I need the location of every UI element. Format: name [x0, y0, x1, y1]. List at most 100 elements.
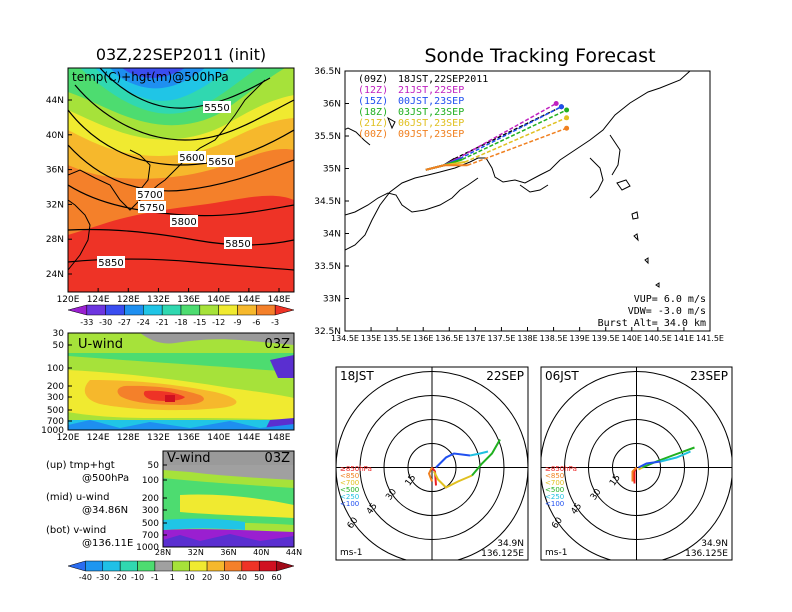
vwind-frame	[162, 450, 295, 548]
lat-tick-label: 32N	[188, 548, 204, 557]
track-map	[345, 71, 710, 331]
level-legend: ≥850hPa	[340, 465, 372, 473]
legend-code: (18Z)	[358, 107, 388, 118]
track-descent	[462, 109, 567, 161]
lon-tick-label: 124E	[87, 295, 110, 305]
track-descent	[464, 117, 567, 163]
hodograph-lat: 34.9N	[701, 539, 728, 549]
lon-tick-label: 139.5E	[592, 334, 620, 343]
map500-frame	[67, 67, 295, 293]
lon-tick-label: 136E	[177, 295, 200, 305]
lat-tick-label: 40N	[253, 548, 269, 557]
lat-tick-label: 40N	[46, 131, 64, 141]
colorbar-label: 10	[185, 573, 195, 582]
colorbar-label: -21	[156, 318, 169, 327]
colorbar-swatch	[189, 560, 208, 572]
pressure-tick-label: 1000	[136, 543, 159, 553]
track-params: VUP= 6.0 m/s VDW= -3.0 m/s Burst Alt= 34…	[598, 294, 706, 329]
colorbar-swatch	[124, 304, 144, 316]
lat-tick-label: 34N	[323, 230, 341, 240]
legend-text: 09JST,23SEP	[398, 129, 464, 140]
level-legend: <100	[340, 500, 359, 508]
param-line: Burst Alt= 34.0 km	[598, 318, 706, 329]
map500-contour-labels: 5550 5600 5650 5700 5750 5800 5850 5850	[98, 103, 250, 269]
colorbar-swatch	[241, 560, 260, 572]
track-legend: (09Z) 18JST,22SEP2011 (12Z) 21JST,22SEP (15Z…	[358, 74, 488, 140]
hodograph-trace	[427, 467, 433, 482]
colorbar-label: -10	[131, 573, 144, 582]
colorbar-swatch	[199, 304, 219, 316]
lat-tick-label: 28N	[46, 235, 64, 245]
legend-code: (15Z)	[358, 96, 388, 107]
lat-tick-label: 28N	[155, 548, 171, 557]
colorbar-swatch	[180, 304, 201, 316]
map500-title: 03Z,22SEP2011 (init)	[96, 45, 266, 64]
hodograph-frame	[335, 366, 529, 561]
lon-tick-label: 141.5E	[696, 334, 724, 343]
colorbar-swatch	[256, 304, 276, 316]
vwind-panel	[163, 451, 294, 547]
colorbar-swatch	[172, 560, 190, 572]
pressure-tick-label: 700	[47, 417, 64, 427]
colorbar-label: -15	[193, 318, 206, 327]
lon-tick-label: 140.5E	[644, 334, 672, 343]
colorbar-swatch	[161, 304, 182, 316]
colorbar-label: -3	[271, 318, 279, 327]
pressure-tick-label: 500	[47, 406, 64, 416]
vwind-label: V-wind	[167, 451, 211, 466]
colorbar-label: 60	[272, 573, 282, 582]
level-legend: <500	[545, 486, 564, 494]
colorbar-swatch	[258, 560, 277, 572]
vwind-time: 03Z	[265, 451, 291, 466]
vwind-pressure-axis: 50 100 200 300 500 700 1000	[136, 461, 167, 553]
lon-tick-label: 135E	[361, 334, 381, 343]
hodograph-trace	[631, 466, 638, 482]
colorbar-swatch	[274, 304, 295, 316]
track-lon-axis: 134.5E 135E 135.5E 136E 136.5E 137E 137.5E 138E…	[331, 327, 724, 343]
lat-tick-label: 24N	[46, 270, 64, 280]
hodograph-trace	[471, 439, 501, 477]
lon-tick-label: 128E	[117, 433, 140, 443]
colorbar-label: -1	[151, 573, 159, 582]
legend-text: 21JST,22SEP	[398, 85, 464, 96]
legend-code: (00Z)	[358, 129, 388, 140]
hodograph-trace	[642, 446, 695, 469]
landing-point	[558, 104, 564, 110]
hodograph-trace	[435, 452, 471, 469]
lon-tick-label: 137.5E	[487, 334, 515, 343]
colorbar-label: -24	[137, 318, 150, 327]
lat-tick-label: 35.5N	[314, 132, 341, 142]
colorbar-swatch	[119, 560, 138, 572]
level-legend: <850	[340, 472, 359, 480]
lon-tick-label: 120E	[57, 295, 80, 305]
landing-point	[564, 115, 570, 121]
lat-tick-label: 34.5N	[314, 197, 341, 207]
hodograph-time: 18JST	[340, 369, 374, 383]
lat-tick-label: 36N	[323, 100, 341, 110]
lat-tick-label: 36.5N	[314, 67, 341, 77]
level-legend: <500	[340, 486, 359, 494]
colorbar-swatch	[105, 304, 125, 316]
colorbar-swatch	[67, 304, 88, 316]
contour-label: 5750	[139, 203, 164, 214]
legend-text: 03JST,23SEP	[398, 107, 464, 118]
colorbar-swatch	[67, 560, 86, 572]
lon-tick-label: 141E	[674, 334, 694, 343]
lon-tick-label: 136.5E	[435, 334, 463, 343]
colorbar-label: 40	[237, 573, 247, 582]
level-legend: <250	[340, 493, 359, 501]
hodograph-trace	[638, 460, 661, 469]
colorbar-label: 30	[219, 573, 229, 582]
colorbar-label: 1	[170, 573, 175, 582]
lon-tick-label: 120E	[57, 433, 80, 443]
lon-tick-label: 128E	[117, 295, 140, 305]
param-line: VDW= -3.0 m/s	[628, 306, 706, 317]
lon-tick-label: 144E	[237, 433, 260, 443]
colorbar-swatch	[137, 560, 156, 572]
legend-text: 00JST,23SEP	[398, 96, 464, 107]
lon-tick-label: 124E	[87, 433, 110, 443]
colorbar-label: -30	[96, 573, 109, 582]
